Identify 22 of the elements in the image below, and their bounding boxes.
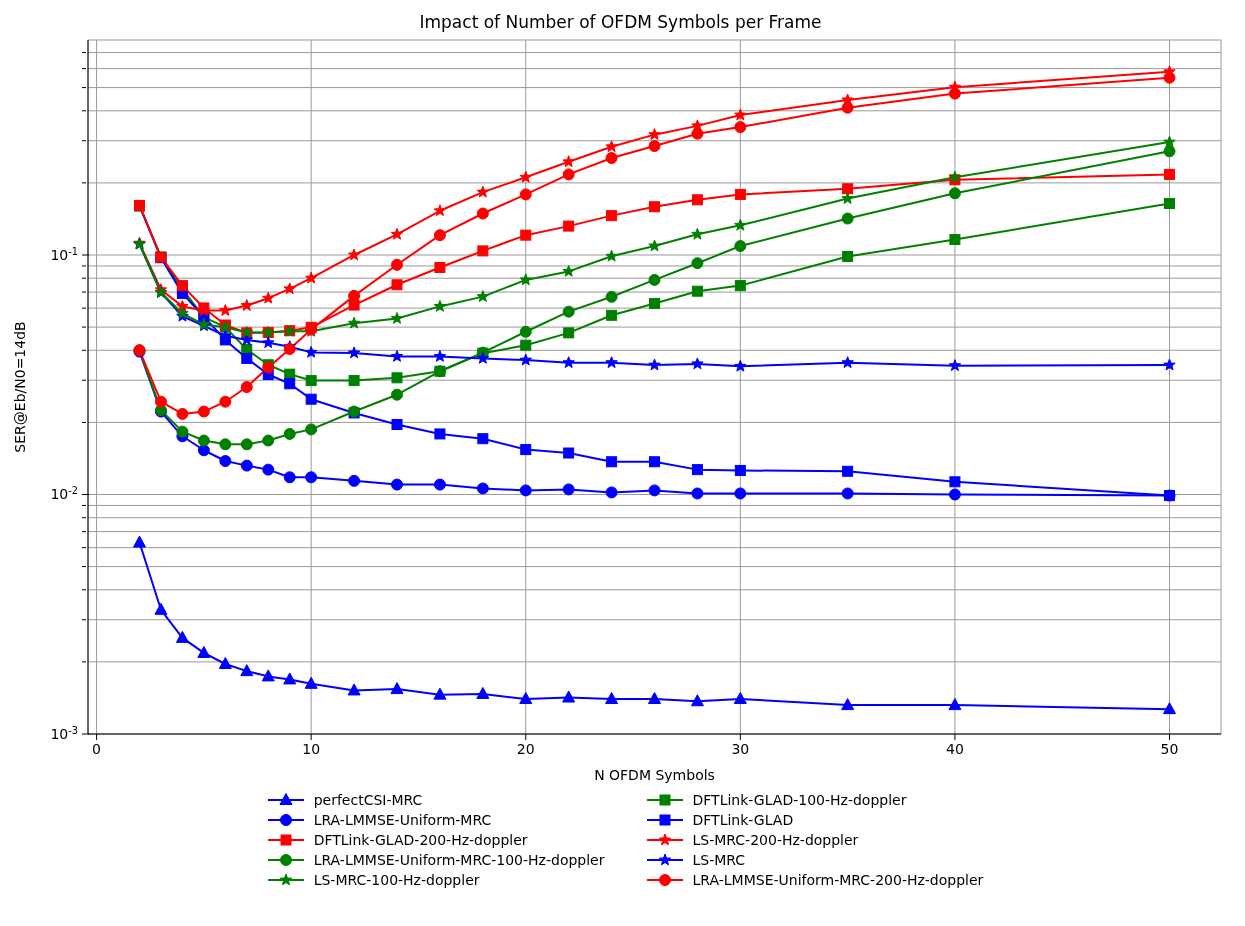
legend-label: LS-MRC	[692, 852, 746, 868]
x-tick-label: 20	[516, 741, 535, 757]
legend-label: DFTLink-GLAD-100-Hz-doppler	[692, 792, 907, 808]
legend-label: LS-MRC-100-Hz-doppler	[313, 872, 480, 888]
x-tick-label: 40	[946, 741, 964, 757]
x-axis-title: N OFDM Symbols	[594, 767, 715, 783]
y-tick-label: 10$^{-1}$	[50, 245, 78, 263]
x-tick-label: 50	[1160, 741, 1179, 757]
legend-label: LRA-LMMSE-Uniform-MRC	[313, 812, 492, 828]
chart-title: Impact of Number of OFDM Symbols per Frame	[418, 12, 823, 32]
legend-label: perfectCSI-MRC	[313, 792, 423, 808]
x-tick-label: 0	[92, 741, 102, 757]
legend-label: LRA-LMMSE-Uniform-MRC-100-Hz-doppler	[313, 852, 605, 868]
x-tick-label: 30	[731, 741, 750, 757]
y-tick-label: 10$^{-2}$	[50, 484, 78, 503]
x-tick-label: 10	[302, 741, 321, 757]
legend-label: LS-MRC-200-Hz-doppler	[692, 832, 859, 848]
y-axis-title: SER@Eb/N0=14dB	[11, 321, 28, 453]
legend-label: DFTLink-GLAD	[692, 812, 794, 828]
y-tick-label: 10$^{-3}$	[50, 724, 78, 742]
legend-label: LRA-LMMSE-Uniform-MRC-200-Hz-doppler	[692, 872, 984, 888]
legend-label: DFTLink-GLAD-200-Hz-doppler	[313, 832, 528, 848]
